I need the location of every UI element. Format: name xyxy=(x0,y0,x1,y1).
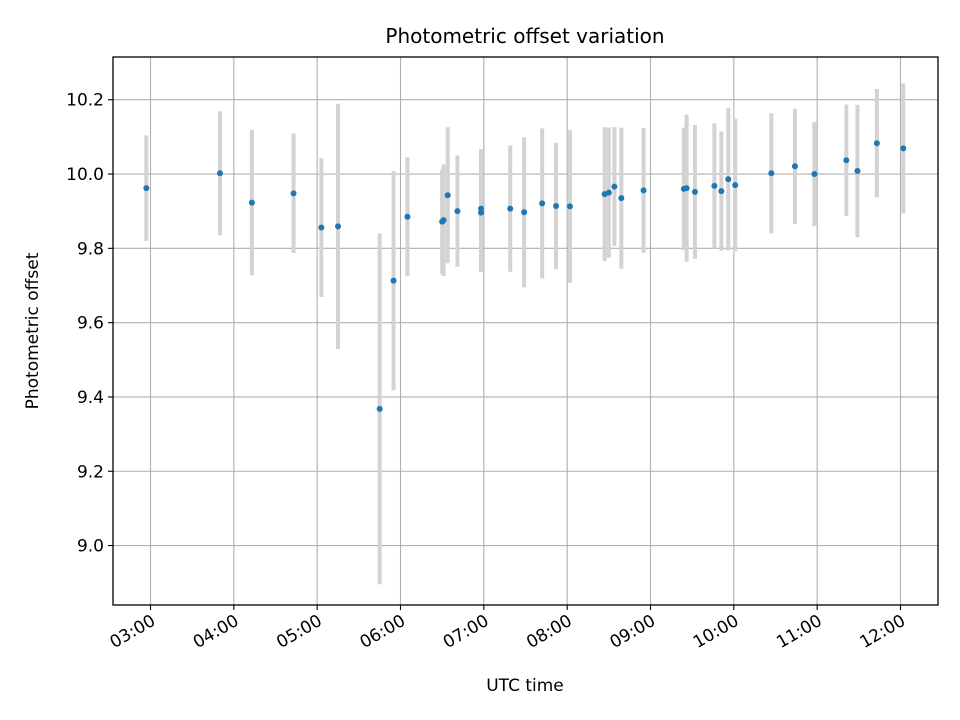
data-point xyxy=(539,200,546,207)
y-axis-title: Photometric offset xyxy=(23,252,43,409)
y-tick-label: 9.8 xyxy=(77,239,104,259)
data-point xyxy=(335,223,341,230)
data-point xyxy=(611,183,618,190)
y-tick-label: 9.2 xyxy=(77,462,104,482)
data-point xyxy=(376,405,383,412)
x-axis-title: UTC time xyxy=(486,676,564,696)
chart-title: Photometric offset variation xyxy=(385,24,664,48)
data-point xyxy=(290,190,297,197)
data-point xyxy=(718,188,725,195)
data-point xyxy=(216,170,223,177)
data-point xyxy=(791,163,798,170)
y-tick-label: 9.4 xyxy=(77,388,104,408)
y-axis: 9.0 9.2 9.4 9.6 9.8 10.0 10.2 xyxy=(66,91,113,557)
plot-frame xyxy=(112,56,939,606)
data-point xyxy=(318,224,325,231)
data-point xyxy=(843,157,850,164)
data-points xyxy=(143,140,907,412)
data-point xyxy=(725,176,732,183)
data-point xyxy=(444,192,451,199)
data-point xyxy=(618,195,625,202)
data-point xyxy=(566,203,573,210)
data-point xyxy=(390,277,397,284)
data-point xyxy=(873,140,880,147)
data-point xyxy=(248,199,255,206)
data-point xyxy=(143,185,150,192)
y-tick-label: 9.0 xyxy=(77,537,104,557)
data-point xyxy=(640,187,647,194)
data-point xyxy=(768,170,775,177)
data-point xyxy=(854,168,861,175)
data-point xyxy=(683,185,690,192)
data-point xyxy=(521,209,528,216)
y-tick-label: 10.0 xyxy=(66,165,104,185)
data-point xyxy=(440,217,447,224)
data-point xyxy=(691,188,698,195)
data-point xyxy=(811,171,818,178)
data-point xyxy=(454,208,461,215)
y-tick-label: 9.6 xyxy=(77,314,104,334)
data-point xyxy=(478,205,485,212)
data-point xyxy=(711,182,718,189)
data-point xyxy=(605,189,612,196)
data-point xyxy=(404,213,411,220)
data-point xyxy=(732,182,739,189)
y-tick-label: 10.2 xyxy=(66,91,104,111)
data-point xyxy=(553,202,560,209)
data-point xyxy=(900,145,907,152)
data-point xyxy=(507,205,514,212)
